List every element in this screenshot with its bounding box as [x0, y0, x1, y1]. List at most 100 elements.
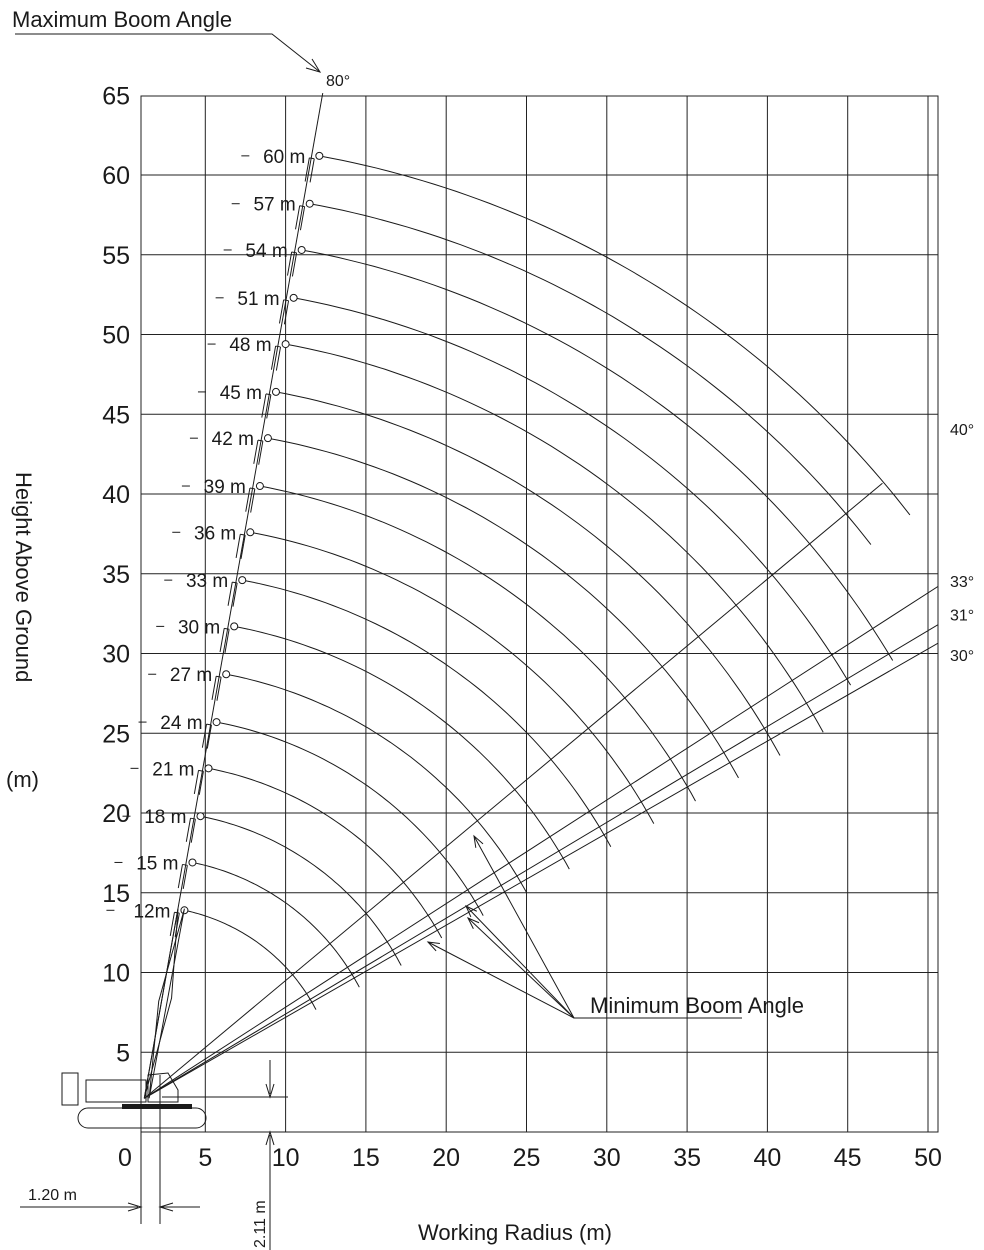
arrow-head	[265, 1130, 275, 1146]
y-tick-label: 35	[102, 561, 130, 589]
boom-length-label: 30 m	[178, 617, 220, 638]
crane-silhouette	[61, 1072, 207, 1129]
range-arc	[319, 155, 911, 516]
angle-lines	[143, 482, 938, 1099]
grid	[140, 95, 939, 1133]
angle-label: 31°	[950, 608, 974, 625]
y-tick-label: 55	[102, 242, 130, 270]
tip-marker	[238, 576, 247, 585]
x-tick-label: 40	[753, 1144, 781, 1172]
range-arc	[216, 721, 484, 916]
max-angle-leader	[15, 33, 321, 73]
x-tick-label: 25	[513, 1144, 541, 1172]
range-arc	[234, 625, 570, 870]
range-arc	[267, 437, 739, 779]
tip-marker	[230, 622, 239, 631]
range-arc	[285, 343, 824, 733]
max-angle-line	[143, 92, 324, 1099]
x-tick-label: 0	[118, 1144, 132, 1172]
range-arc	[200, 815, 402, 966]
range-arc	[250, 531, 655, 824]
y-tick-label: 20	[102, 800, 130, 828]
tip-marker	[196, 812, 205, 821]
arrow-head	[466, 916, 480, 929]
x-tick-label: 30	[593, 1144, 621, 1172]
arrow-head	[305, 58, 322, 73]
crane-track	[77, 1107, 207, 1129]
range-arc	[208, 767, 443, 939]
max-boom-angle-value: 80°	[326, 73, 350, 90]
tip-marker	[204, 764, 213, 773]
y-tick-label: 10	[102, 960, 130, 988]
y-tick-label: 5	[116, 1039, 130, 1067]
boom-length-label: 51 m	[237, 289, 279, 310]
range-arc	[275, 391, 781, 756]
range-arc	[242, 579, 612, 848]
arrow-head	[426, 941, 440, 952]
min-angle-leader	[465, 905, 575, 1019]
boom-section	[253, 439, 264, 465]
tip-marker	[263, 434, 272, 443]
boom-length-label: 57 m	[253, 195, 295, 216]
tip-marker	[315, 151, 324, 160]
boom-length-label: 36 m	[194, 523, 236, 544]
y-tick-label: 60	[102, 162, 130, 190]
crane-base	[122, 1104, 192, 1109]
y-tick-label: 65	[102, 82, 130, 110]
boom-section	[261, 393, 272, 419]
arrow-head	[265, 1083, 275, 1099]
x-tick-label: 10	[272, 1144, 300, 1172]
boom-section	[227, 581, 238, 607]
boom-length-label: 45 m	[220, 383, 262, 404]
tip-marker	[289, 293, 298, 302]
boom-length-label: 42 m	[212, 429, 254, 450]
range-arc	[309, 203, 872, 545]
y-tick-label: 50	[102, 322, 130, 350]
angle-label: 30°	[950, 648, 974, 665]
y-tick-label: 15	[102, 880, 130, 908]
tip-marker	[188, 858, 197, 867]
x-tick-label: 5	[198, 1144, 212, 1172]
x-axis-ticks: 0 5 10 15 20 25 30 35 40 45 50	[118, 1144, 942, 1172]
tip-marker	[305, 199, 314, 208]
plot-frame	[140, 95, 939, 1133]
pivot-height-label: 2.11 m	[252, 1200, 269, 1248]
x-tick-label: 20	[432, 1144, 460, 1172]
min-angle-leader	[427, 941, 575, 1019]
angle-line-33	[144, 585, 938, 1099]
angle-label: 40°	[950, 422, 974, 439]
boom-length-label: 12m	[133, 901, 170, 922]
x-axis-title: Working Radius (m)	[418, 1220, 612, 1245]
y-tick-label: 40	[102, 481, 130, 509]
boom-length-label: 39 m	[204, 477, 246, 498]
angle-labels: 40° 33° 31° 30°	[143, 92, 974, 1099]
x-tick-label: 15	[352, 1144, 380, 1172]
boom-lattice-inner	[148, 908, 185, 1099]
angle-label: 33°	[950, 574, 974, 591]
max-boom-angle-label: Maximum Boom Angle	[12, 7, 232, 32]
range-arc	[259, 485, 696, 802]
counterweight	[61, 1072, 79, 1106]
crane-cab	[147, 1072, 179, 1103]
y-tick-label: 45	[102, 401, 130, 429]
boom-sections: 12m 15 m 18 m 21 m 24 m 27 m 30 m 33 m 36 m 39 m 4…	[106, 147, 315, 1099]
y-tick-label: 30	[102, 641, 130, 669]
range-arc	[184, 909, 317, 1010]
y-tick-label: 25	[102, 720, 130, 748]
boom-length-label: 27 m	[170, 665, 212, 686]
y-axis-unit: (m)	[6, 767, 39, 792]
arrow-head	[473, 834, 484, 848]
range-arcs	[180, 151, 911, 1010]
angle-line-40	[143, 482, 883, 1099]
boom-length-label: 54 m	[245, 241, 287, 262]
min-angle-leader	[467, 917, 575, 1019]
angle-line-30	[144, 642, 938, 1099]
x-tick-label: 45	[834, 1144, 862, 1172]
angle-line-31	[144, 624, 938, 1099]
tip-marker	[271, 387, 280, 396]
boom-length-label: 18 m	[144, 807, 186, 828]
tip-marker	[297, 245, 306, 254]
pivot-offset-label: 1.20 m	[28, 1187, 77, 1204]
y-axis-title: Height Above Ground	[11, 472, 36, 682]
